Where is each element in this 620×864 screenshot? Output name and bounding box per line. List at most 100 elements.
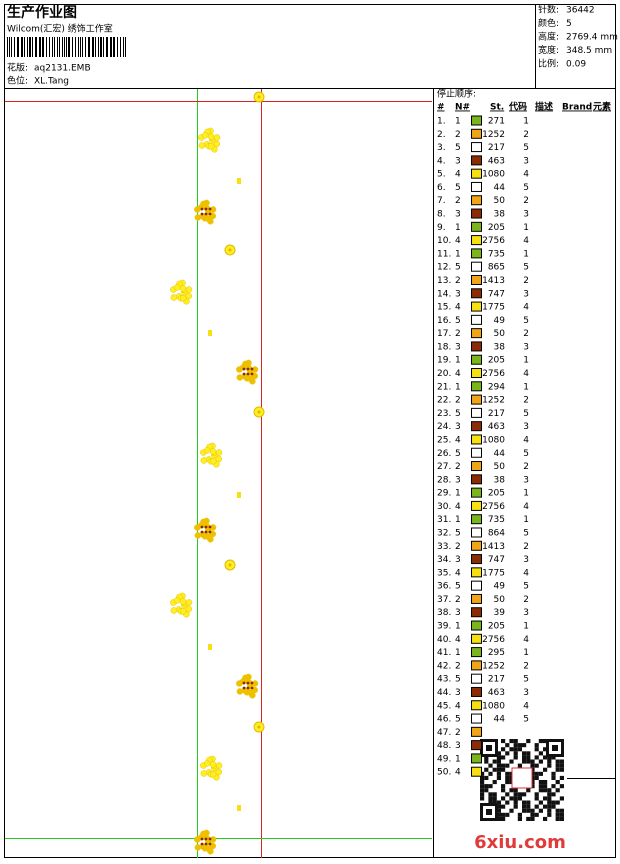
qr-cell [543,767,548,772]
stitches: 735 [488,249,505,259]
code: 4 [523,435,529,445]
qr-cell [517,812,522,817]
motif [179,294,187,302]
qr-cell [492,800,497,805]
motif [208,644,212,650]
bar [52,37,53,57]
color-swatch [471,700,482,711]
needle: 4 [455,768,461,778]
qr-cell [488,796,493,801]
color-swatch [471,181,482,192]
row-number: 32. [437,528,451,538]
bar [120,37,121,57]
needle: 5 [455,715,461,725]
color-swatch [471,115,482,126]
stitches: 50 [494,329,506,339]
color-swatch [471,341,482,352]
bar [88,37,90,57]
qr-cell [484,784,489,789]
motif [208,330,212,336]
color-swatch [471,580,482,591]
qr-cell [513,739,518,744]
needle: 2 [455,196,461,206]
motif [209,448,217,455]
motif [228,248,232,252]
bar [11,37,12,57]
qr-cell [492,792,497,797]
color-swatch [471,686,482,697]
motif [179,607,187,615]
motif [179,598,187,605]
row-number: 4. [437,156,446,166]
row-number: 13. [437,276,451,286]
motif [170,294,178,301]
code: 3 [523,156,529,166]
qr-cell [496,800,501,805]
color-swatch [471,474,482,485]
code: 2 [523,595,529,605]
needle: 3 [455,210,461,220]
stitches: 217 [488,143,505,153]
qr-cell [513,804,518,809]
qr-cell [513,800,518,805]
motif [250,372,254,376]
qr-cell [538,739,543,744]
page-border [4,4,616,858]
color-swatch [471,195,482,206]
qr-cell [543,816,548,821]
qr-cell [488,784,493,789]
motif [173,284,181,291]
row-number: 17. [437,329,451,339]
code: 1 [523,356,529,366]
color-swatch [471,540,482,551]
stitches: 49 [494,582,506,592]
motif [237,805,241,811]
stitches: 294 [488,382,505,392]
color-swatch [471,328,482,339]
color-swatch [471,381,482,392]
qr-cell [505,743,510,748]
code: 4 [523,568,529,578]
needle: 2 [455,130,461,140]
motif [245,374,253,382]
qr-cell [505,775,510,780]
qr-cell [505,763,510,768]
qr-cell [505,792,510,797]
row-number: 1. [437,117,446,127]
qr-cell [543,739,548,744]
qr-cell [517,796,522,801]
qr-cell [522,755,527,760]
design-preview [5,89,432,858]
needle: 3 [455,289,461,299]
motif [170,607,178,614]
motif [203,532,211,540]
qr-cell [509,808,514,813]
info-label: 宽度: [538,44,559,56]
stitches: 49 [494,316,506,326]
qr-cell [538,788,543,793]
motif [200,530,204,534]
row-number: 47. [437,728,451,738]
code: 5 [523,263,529,273]
needle: 2 [455,595,461,605]
qr-cell [522,759,527,764]
qr-cell [559,767,564,772]
needle: 1 [455,223,461,233]
qr-cell [522,804,527,809]
code: 1 [523,648,529,658]
stitches: 271 [488,117,505,127]
qr-cell [496,775,501,780]
motif [257,410,261,414]
stitches: 1775 [482,568,505,578]
bar [85,37,86,57]
qr-finder [552,745,558,751]
row-number: 20. [437,369,451,379]
color-swatch [471,447,482,458]
qr-cell [559,796,564,801]
bar [72,37,73,57]
needle: 5 [455,528,461,538]
qr-cell [526,800,531,805]
needle: 1 [455,515,461,525]
bar [75,37,76,57]
